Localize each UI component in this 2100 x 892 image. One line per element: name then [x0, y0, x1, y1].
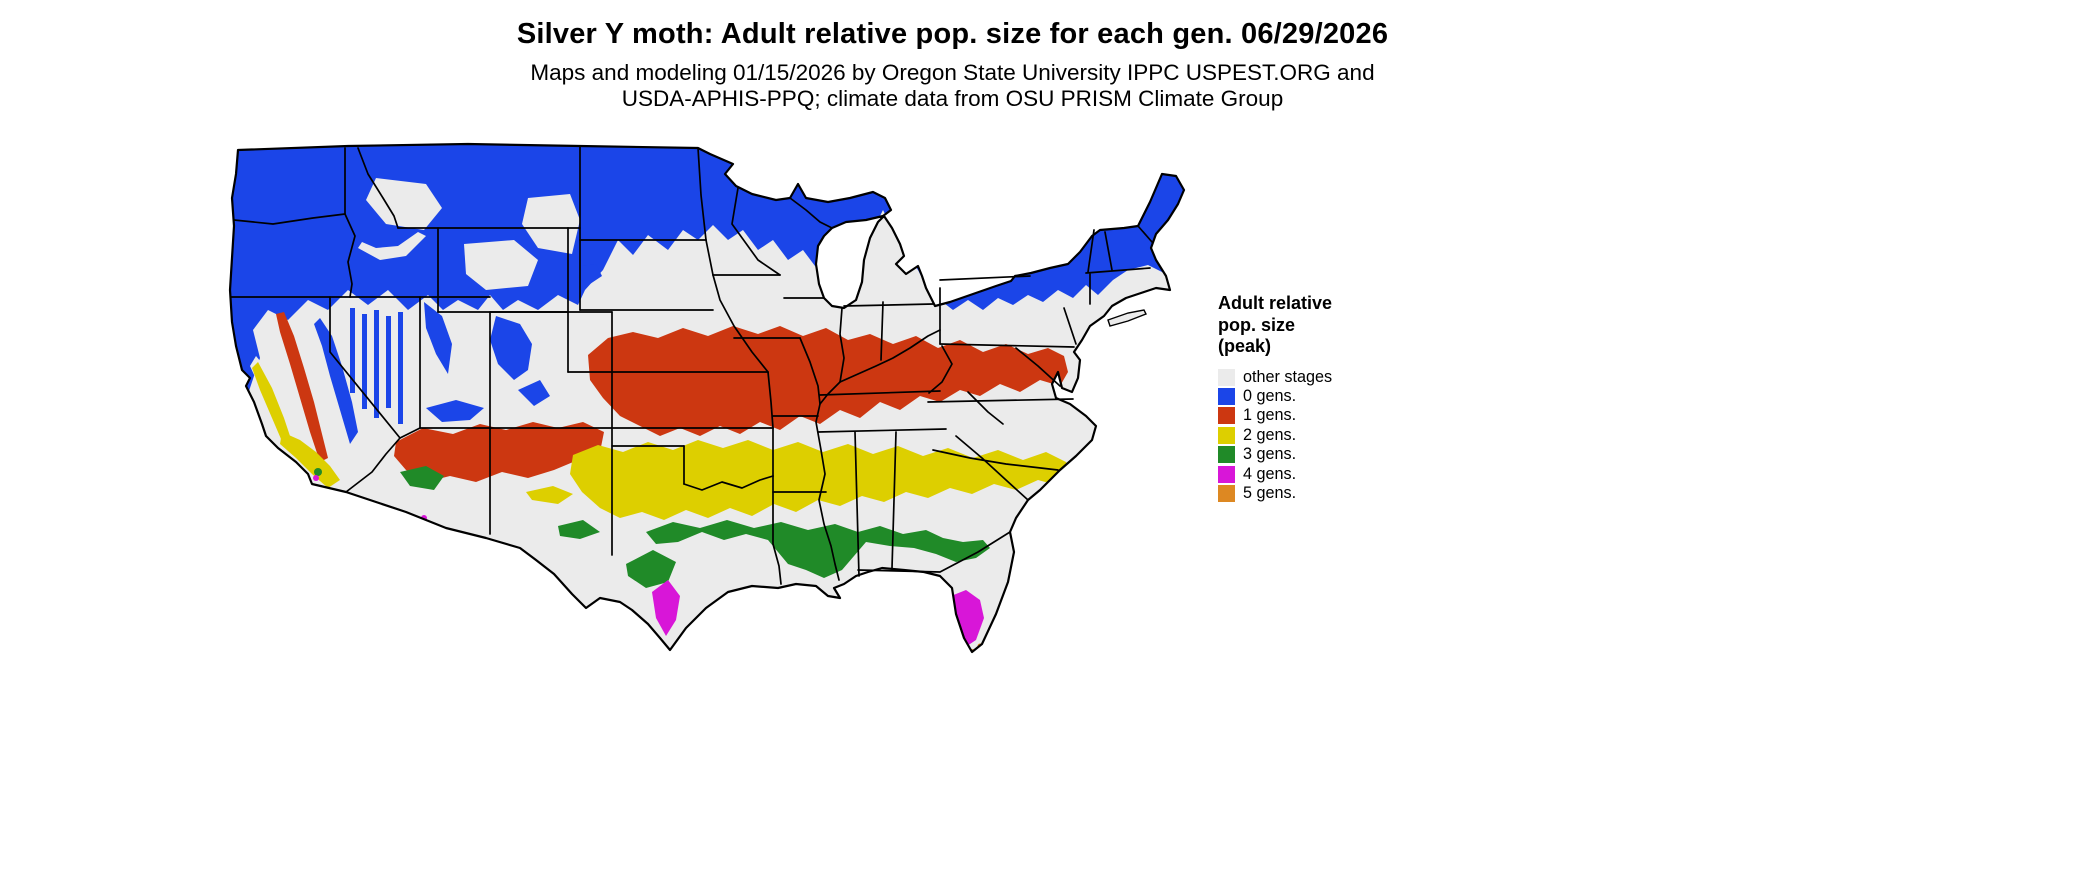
state-borders: [230, 145, 1153, 585]
region-5-gens: [660, 643, 983, 652]
legend-title-line: pop. size: [1218, 314, 1296, 335]
legend-title-line: Adult relative: [1218, 293, 1333, 313]
legend-title-line: (peak): [1218, 336, 1272, 356]
legend-swatch-4-gens: [1218, 465, 1235, 483]
legend-swatch-1-gens: [1218, 407, 1235, 425]
legend-item: 5 gens.: [1218, 484, 1332, 503]
figure-title: Silver Y moth: Adult relative pop. size …: [516, 18, 1389, 50]
legend-item-label: 2 gens.: [1243, 425, 1297, 444]
long-island: [1107, 309, 1147, 327]
legend-swatch-5-gens: [1218, 485, 1235, 503]
legend-item: 0 gens.: [1218, 387, 1332, 406]
legend-item: 3 gens.: [1218, 445, 1332, 464]
legend-item-label: other stages: [1243, 367, 1333, 386]
legend-swatch-0-gens: [1218, 388, 1235, 406]
legend-item-label: 0 gens.: [1243, 387, 1297, 406]
legend-item: 4 gens.: [1218, 464, 1332, 483]
legend: Adult relative pop. size (peak) other st…: [1218, 293, 1332, 503]
legend-item: 1 gens.: [1218, 406, 1332, 425]
legend-swatch-3-gens: [1218, 446, 1235, 464]
national-outline: [228, 142, 1186, 654]
subtitle-line-2: USDA-APHIS-PPQ; climate data from OSU PR…: [621, 85, 1284, 111]
map-svg: [228, 142, 1186, 654]
figure-subtitle: Maps and modeling 01/15/2026 by Oregon S…: [0, 60, 1905, 111]
us-conus-map: [228, 140, 1192, 660]
region-3-gens: [314, 466, 990, 588]
region-2-gens: [252, 362, 1074, 520]
legend-swatch-2-gens: [1218, 426, 1235, 444]
legend-item-label: 4 gens.: [1243, 464, 1297, 483]
legend-item-label: 1 gens.: [1243, 406, 1297, 425]
legend-swatch-other-stages: [1218, 368, 1235, 386]
legend-item: other stages: [1218, 368, 1332, 387]
region-1-gens: [276, 312, 1068, 482]
subtitle-line-1: Maps and modeling 01/15/2026 by Oregon S…: [530, 60, 1375, 85]
legend-item-label: 3 gens.: [1243, 445, 1297, 464]
legend-item: 2 gens.: [1218, 426, 1332, 445]
legend-title: Adult relative pop. size (peak): [1218, 293, 1332, 358]
legend-item-label: 5 gens.: [1243, 484, 1297, 503]
